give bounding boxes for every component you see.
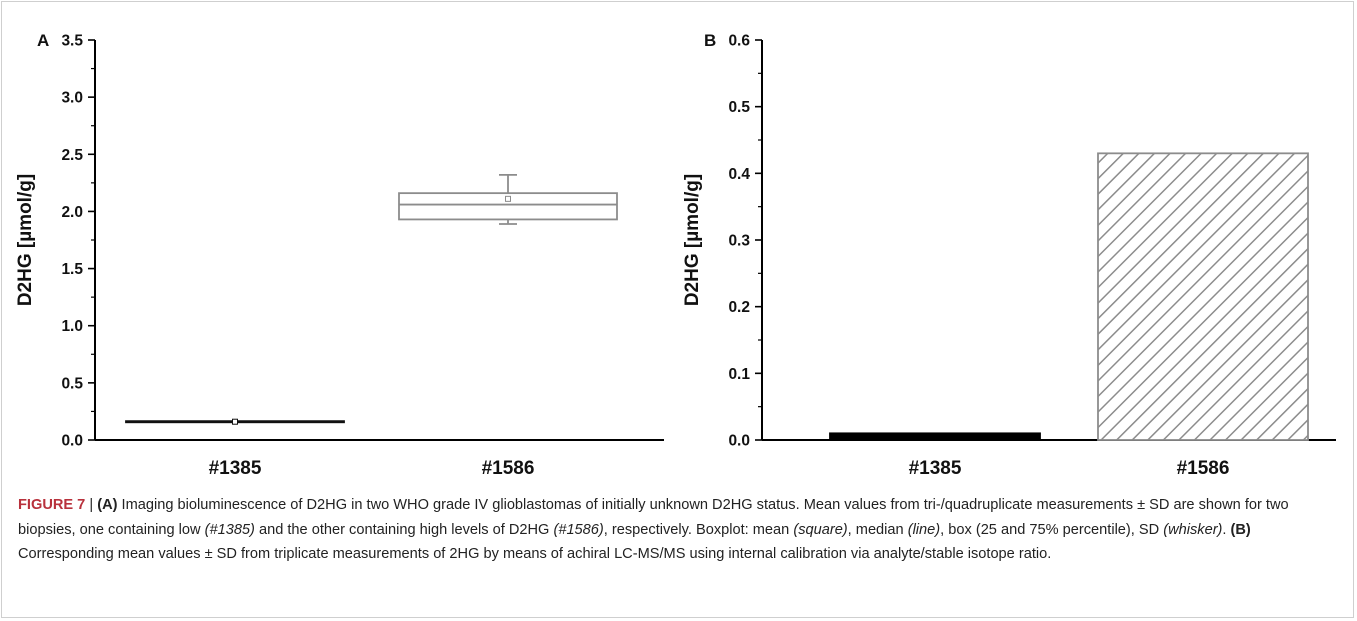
panel-b-category-label: #1385 (909, 458, 962, 479)
panel-b-y-tick-label: 0.2 (728, 299, 750, 316)
panel-a-box-1 (125, 418, 345, 425)
panel-a-y-tick-label: 2.5 (61, 147, 83, 164)
panel-b-y-tick-label: 0.1 (728, 366, 750, 383)
panel-a-category-label: #1586 (482, 458, 535, 479)
panel-a-y-axis-label: D2HG [µmol/g] (15, 174, 36, 306)
caption-a-whisker: (whisker) (1163, 521, 1223, 538)
caption-a-text-3: , respectively. Boxplot: mean (603, 521, 794, 538)
panel-b-bar-2 (1097, 152, 1309, 441)
panel-b-panel-label: B (704, 31, 716, 50)
panel-a-chart: 0.0 0.5 1.0 1.5 2.0 2.5 3.0 3.5 D2HG [µmol/g] A #1… (15, 31, 664, 479)
panel-a-y-tick-label: 1.0 (61, 318, 83, 335)
panel-a-y-tick-label: 0.5 (61, 375, 83, 392)
panel-a-y-tick-label: 0.0 (61, 433, 83, 450)
panel-a-box-2 (398, 173, 618, 225)
charts-svg: 0.0 0.5 1.0 1.5 2.0 2.5 3.0 3.5 D2HG [µmol/g] A #1… (15, 31, 1336, 479)
caption-b-text: Corresponding mean values ± SD from trip… (18, 546, 1052, 562)
caption-a-low: (#1385) (204, 521, 255, 538)
panel-a-y-tick-label: 3.5 (61, 33, 83, 50)
panel-a-category-label: #1385 (209, 458, 262, 479)
panel-b-y-axis-label: D2HG [µmol/g] (682, 174, 703, 306)
panel-b-y-tick-label: 0.4 (728, 166, 750, 183)
panel-b-bar-1 (829, 432, 1041, 441)
caption-separator: | (85, 497, 98, 513)
caption-b-label: (B) (1230, 521, 1251, 538)
caption-figure-label: FIGURE 7 (18, 497, 86, 513)
caption-a-line: (line) (907, 521, 941, 538)
panel-a-y-tick-label: 2.0 (61, 204, 83, 221)
panel-b-chart: 0.0 0.1 0.2 0.3 0.4 0.5 0.6 D2HG [µmol/g] B #1385… (682, 31, 1336, 479)
panel-a-y-tick-label: 3.0 (61, 90, 83, 107)
caption-a-text-1: Imaging bioluminescence of D2HG in two W… (18, 497, 1289, 538)
panel-a-y-tick-label: 1.5 (61, 261, 83, 278)
panel-a-panel-label: A (37, 31, 49, 50)
panel-a-mean-square (505, 195, 511, 202)
caption-a-label: (A) (97, 497, 118, 513)
panel-b-y-tick-label: 0.6 (728, 33, 750, 50)
panel-a-mean-square (232, 418, 238, 425)
figure-caption: FIGURE 7 | (A) Imaging bioluminescence o… (18, 493, 1338, 567)
panel-a-box (398, 192, 618, 221)
caption-a-text-6: . (1222, 521, 1231, 538)
caption-a-high: (#1586) (553, 521, 604, 538)
panel-b-y-tick-label: 0.3 (728, 233, 750, 250)
caption-a-square: (square) (793, 521, 848, 538)
panel-b-category-label: #1586 (1177, 458, 1230, 479)
panel-b-y-tick-label: 0.0 (728, 433, 750, 450)
caption-a-text-2: and the other containing high levels of … (254, 521, 554, 538)
panel-b-y-tick-label: 0.5 (728, 99, 750, 116)
caption-a-text-5: , box (25 and 75% percentile), SD (940, 521, 1164, 538)
caption-a-text-4: , median (847, 521, 908, 538)
